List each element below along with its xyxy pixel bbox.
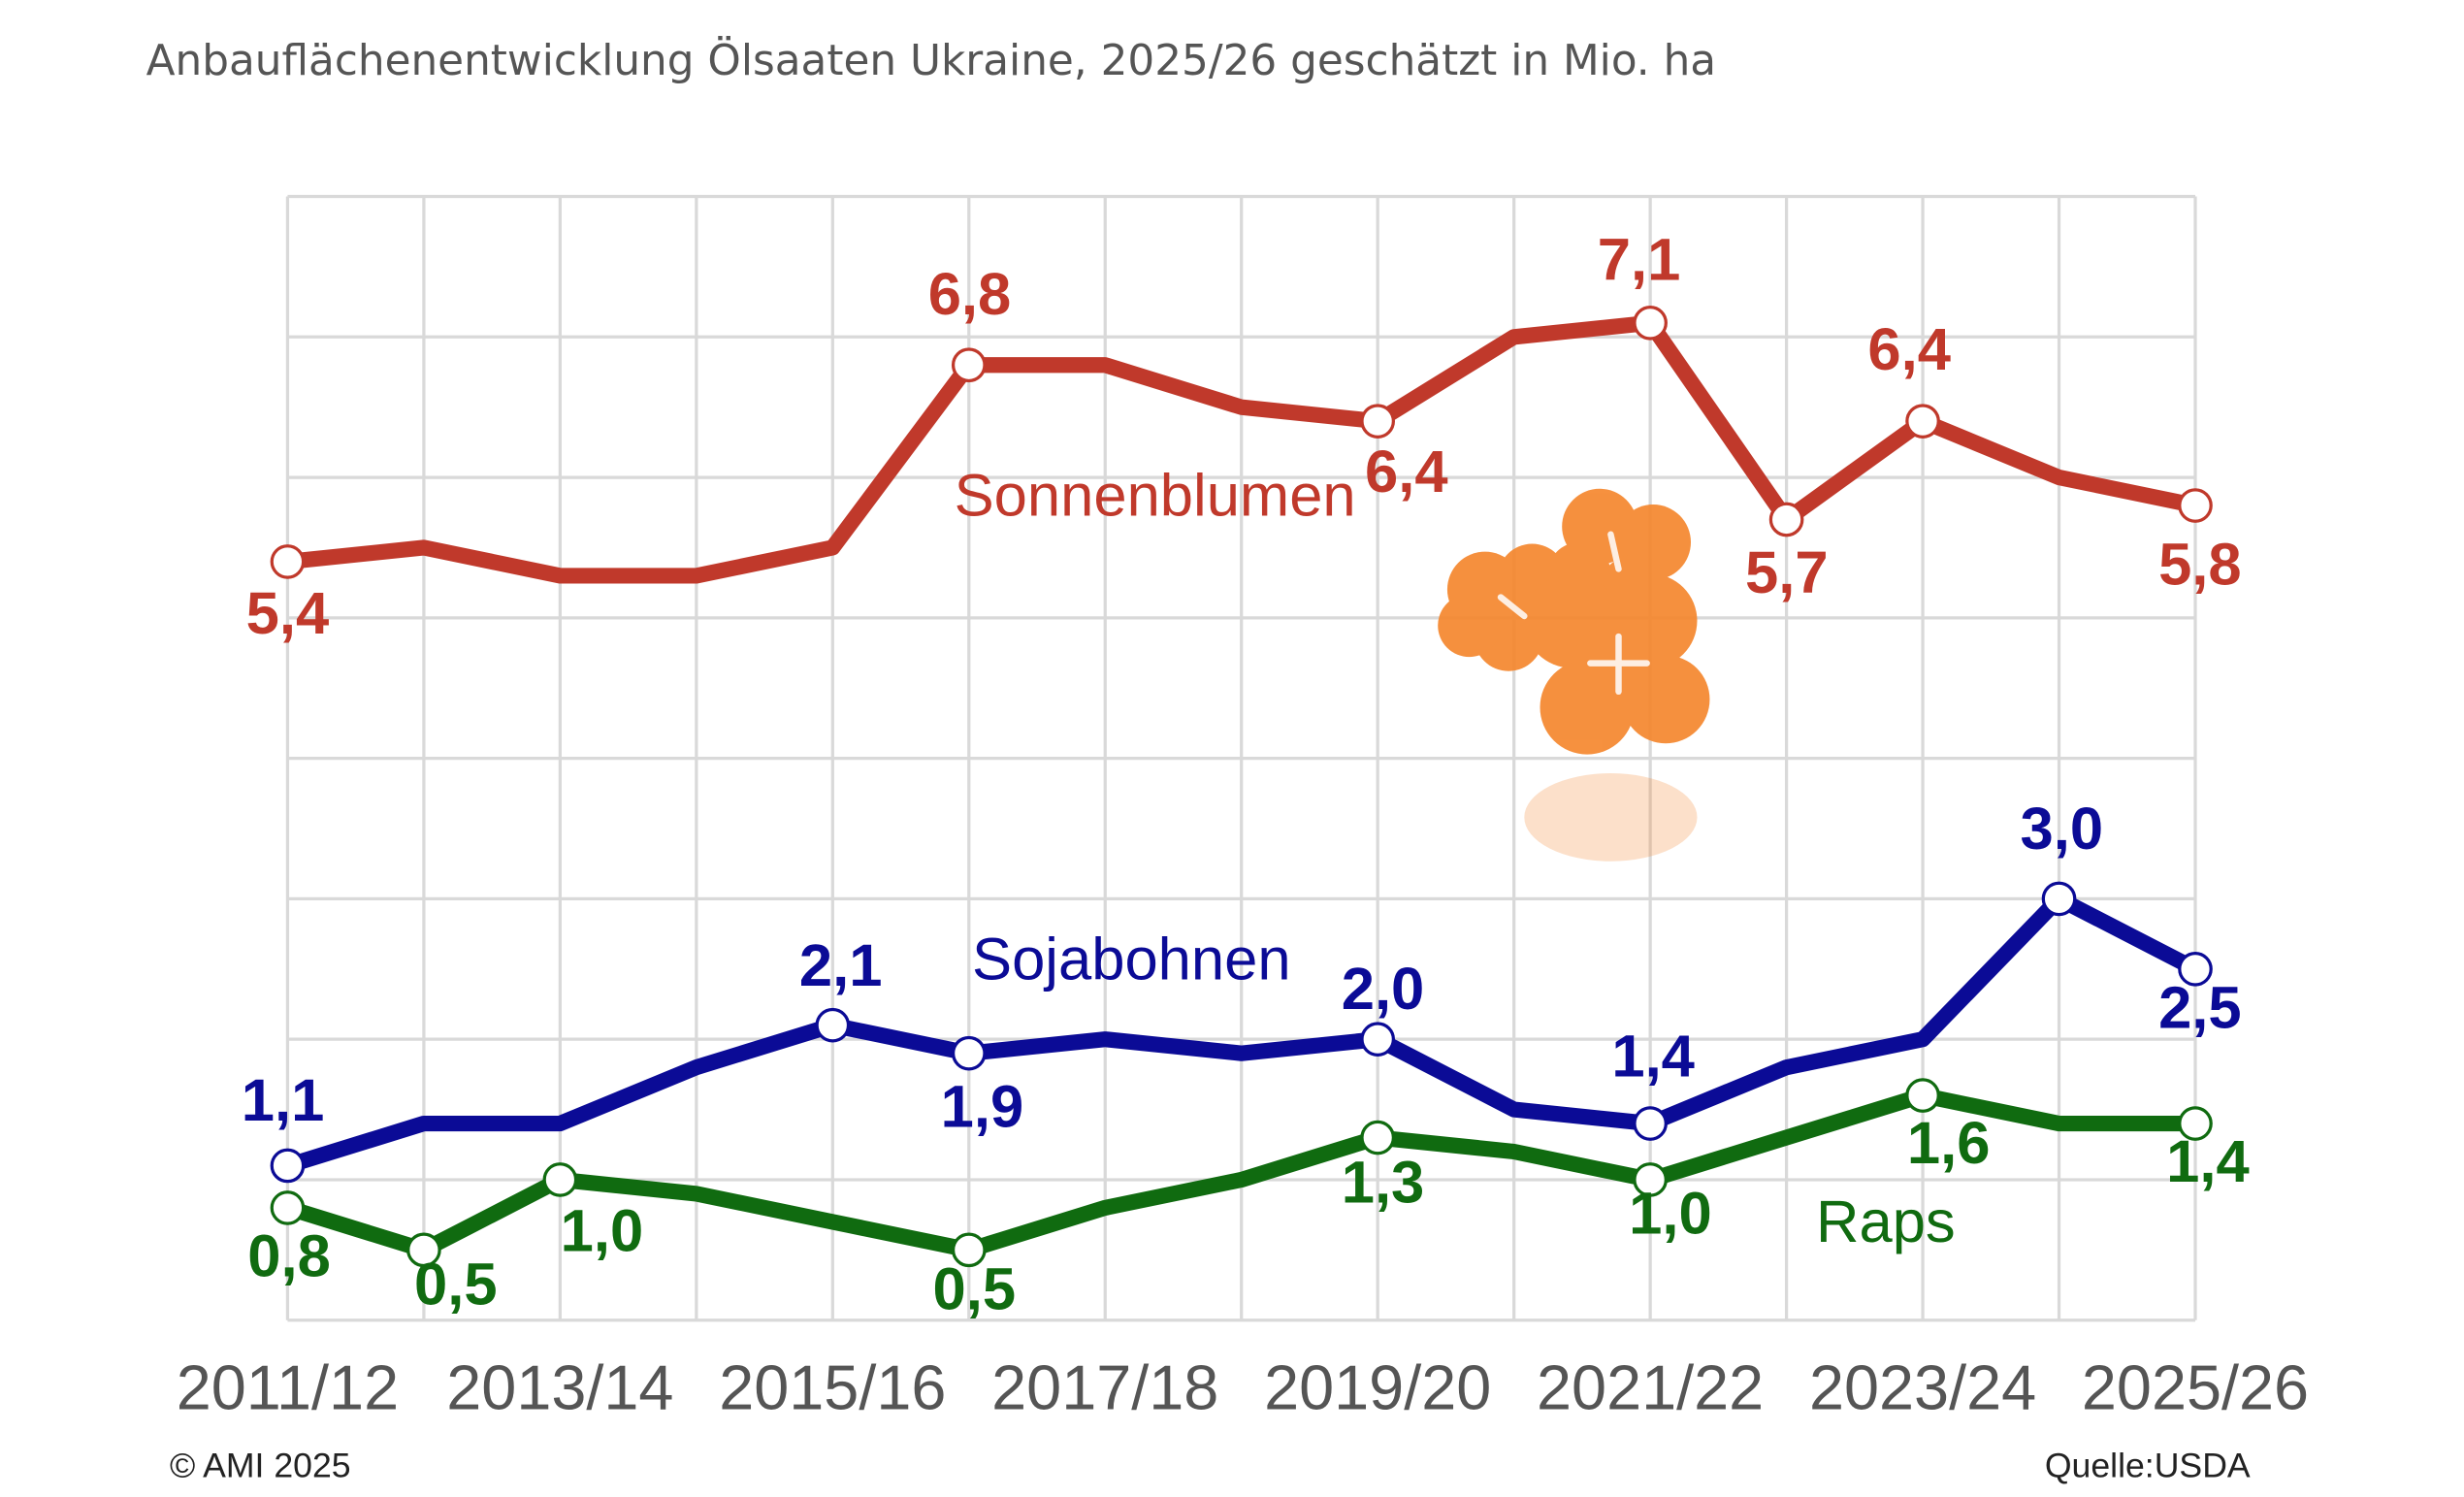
value-label: 5,7 (1745, 539, 1829, 606)
point-marker (2178, 1106, 2213, 1141)
value-label: 1,6 (1907, 1110, 1991, 1177)
x-tick-label: 2013/14 (446, 1351, 673, 1422)
flower-icon (1438, 488, 1710, 862)
series-line (279, 314, 2204, 584)
series-label: Raps (1816, 1188, 1956, 1255)
point-marker (270, 1148, 306, 1184)
point-marker (1360, 404, 1396, 439)
point-marker (2041, 881, 2077, 917)
value-label: 3,0 (2021, 796, 2104, 862)
source: Quelle:USDA (2045, 1446, 2251, 1484)
point-marker (270, 544, 306, 579)
value-label: 5,4 (246, 580, 330, 647)
x-tick-label: 2025/26 (2082, 1351, 2309, 1422)
x-tick-label: 2019/20 (1264, 1351, 1491, 1422)
point-marker (2178, 488, 2213, 523)
point-marker (1633, 1106, 1668, 1141)
plot: Sonnenblumen Sojabohnen Raps 5,4 6,8 6,4 7,1 5,… (242, 226, 2250, 1322)
x-tick-label: 2017/18 (991, 1351, 1218, 1422)
point-marker (1768, 502, 1804, 537)
value-label: 0,5 (414, 1252, 498, 1318)
x-tick-label: 2015/16 (719, 1351, 946, 1422)
point-marker (542, 1162, 578, 1197)
value-label: 1,9 (941, 1074, 1024, 1141)
point-marker (2178, 951, 2213, 987)
point-marker (1633, 1162, 1668, 1197)
x-tick-label: 2021/22 (1537, 1351, 1764, 1422)
point-marker (815, 1007, 851, 1043)
copyright: © AMI 2025 (170, 1446, 351, 1484)
point-marker (1633, 305, 1668, 341)
point-marker (406, 1232, 441, 1268)
value-label: 5,8 (2158, 532, 2242, 599)
value-label: 2,5 (2158, 975, 2242, 1042)
point-marker (270, 1190, 306, 1225)
value-label: 6,8 (928, 261, 1012, 328)
value-label: 1,4 (1611, 1024, 1695, 1090)
value-label: 1,0 (1629, 1181, 1712, 1248)
value-label: 2,1 (799, 932, 883, 999)
value-label: 6,4 (1365, 439, 1448, 505)
x-tick-label: 2023/24 (1809, 1351, 2036, 1422)
value-label: 6,4 (1867, 316, 1951, 383)
series-label: Sonnenblumen (955, 462, 1356, 529)
x-tick-label: 2011/12 (177, 1351, 399, 1422)
point-marker (1360, 1120, 1396, 1155)
series-label: Sojabohnen (972, 926, 1291, 993)
value-label: 1,3 (1342, 1149, 1425, 1216)
series-line (279, 891, 2204, 1174)
point-marker (1905, 1078, 1940, 1113)
series-line (279, 1087, 2204, 1258)
value-label: 0,8 (247, 1222, 331, 1289)
point-marker (1360, 1022, 1396, 1058)
value-label: 7,1 (1598, 226, 1681, 293)
value-label: 0,5 (933, 1255, 1017, 1322)
grid: 2011/12 2013/14 2015/16 2017/18 2019/20 2021/… (177, 194, 2309, 1422)
value-label: 1,1 (242, 1067, 325, 1134)
chart-title: Anbauflächenentwicklung Ölsaaten Ukraine… (146, 35, 1716, 85)
value-label: 2,0 (1342, 956, 1425, 1023)
point-marker (951, 1232, 987, 1268)
point-marker (1905, 404, 1940, 439)
point-marker (951, 347, 987, 383)
value-label: 1,0 (561, 1198, 644, 1265)
value-label: 1,4 (2166, 1128, 2250, 1195)
point-marker (951, 1035, 987, 1071)
